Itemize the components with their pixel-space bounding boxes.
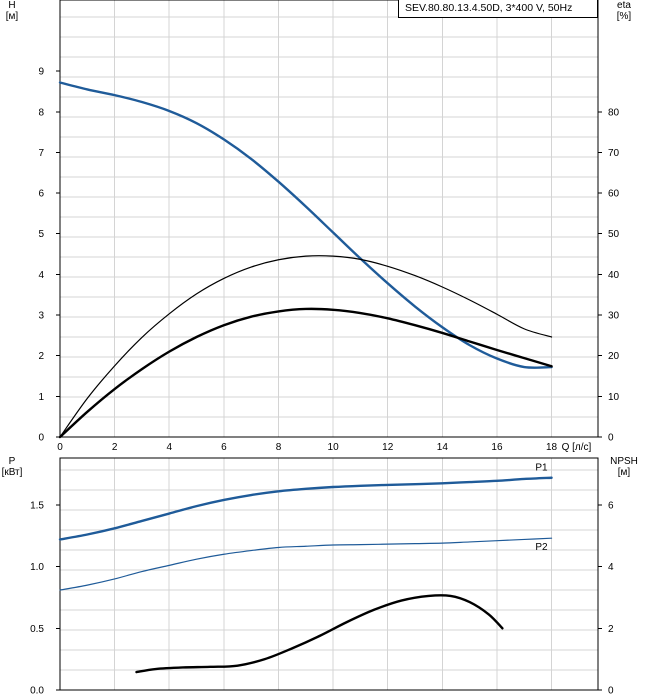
series-label-p1: P1 — [535, 463, 548, 474]
left-tick-label: 9 — [38, 67, 44, 78]
x-tick-label: 4 — [166, 442, 172, 453]
x-tick-label: 16 — [491, 442, 503, 453]
series-curve-0-1 — [59, 255, 553, 438]
x-tick-label: 0 — [57, 442, 63, 453]
left-tick-label: 4 — [38, 270, 44, 281]
right-tick-label: 20 — [608, 351, 620, 362]
series-curve-1-1 — [59, 537, 553, 591]
series-curve-1-0 — [58, 476, 553, 541]
left-tick-label: 0 — [38, 433, 44, 444]
x-axis-unit: Q [л/с] — [562, 442, 592, 453]
left-tick-label: 3 — [38, 311, 44, 322]
right-tick-label: 0 — [608, 433, 614, 444]
x-tick-label: 18 — [546, 442, 558, 453]
left-tick-label: 5 — [38, 229, 44, 240]
right-axis-unit: [м] — [618, 467, 631, 478]
right-tick-label: 70 — [608, 148, 620, 159]
left-axis-unit: [м] — [6, 11, 19, 22]
right-tick-label: 60 — [608, 189, 620, 200]
left-tick-label: 2 — [38, 351, 44, 362]
plot-frame — [59, 457, 599, 691]
left-tick-label: 6 — [38, 189, 44, 200]
right-tick-label: 6 — [608, 500, 614, 511]
pump-model-label: SEV.80.80.13.4.50D, 3*400 V, 50Hz — [398, 0, 598, 18]
series-curve-0-2 — [58, 307, 553, 439]
left-axis-title: P — [9, 456, 16, 467]
left-tick-label: 7 — [38, 148, 44, 159]
x-tick-label: 10 — [328, 442, 340, 453]
series-curve-1-2 — [135, 594, 504, 674]
right-tick-label: 30 — [608, 311, 620, 322]
x-tick-label: 14 — [437, 442, 449, 453]
plot-frame — [59, 0, 599, 438]
left-tick-label: 1.0 — [30, 562, 44, 573]
left-tick-label: 0.0 — [30, 686, 44, 697]
right-axis-title: NPSH — [610, 456, 638, 467]
left-axis-title: H — [8, 0, 15, 11]
x-tick-label: 2 — [112, 442, 118, 453]
left-tick-label: 0.5 — [30, 624, 44, 635]
right-tick-label: 0 — [608, 686, 614, 697]
left-tick-label: 1.5 — [30, 500, 44, 511]
x-tick-label: 6 — [221, 442, 227, 453]
x-tick-label: 12 — [382, 442, 394, 453]
right-tick-label: 2 — [608, 624, 614, 635]
right-axis-title: eta — [617, 0, 631, 11]
right-tick-label: 50 — [608, 229, 620, 240]
x-tick-label: 8 — [276, 442, 282, 453]
left-tick-label: 8 — [38, 107, 44, 118]
bottom-panel: 0.0 0.5 1.0 1.5 0 2 4 6 P[кВт] NPSH[м] P1 P2 — [2, 456, 638, 697]
right-tick-label: 10 — [608, 392, 620, 403]
right-tick-label: 40 — [608, 270, 620, 281]
left-axis-unit: [кВт] — [2, 467, 23, 478]
series-curve-0-0 — [58, 81, 553, 369]
right-tick-label: 80 — [608, 107, 620, 118]
series-label-p2: P2 — [535, 542, 548, 553]
right-axis-unit: [%] — [617, 11, 632, 22]
right-tick-label: 4 — [608, 562, 614, 573]
left-tick-label: 1 — [38, 392, 44, 403]
